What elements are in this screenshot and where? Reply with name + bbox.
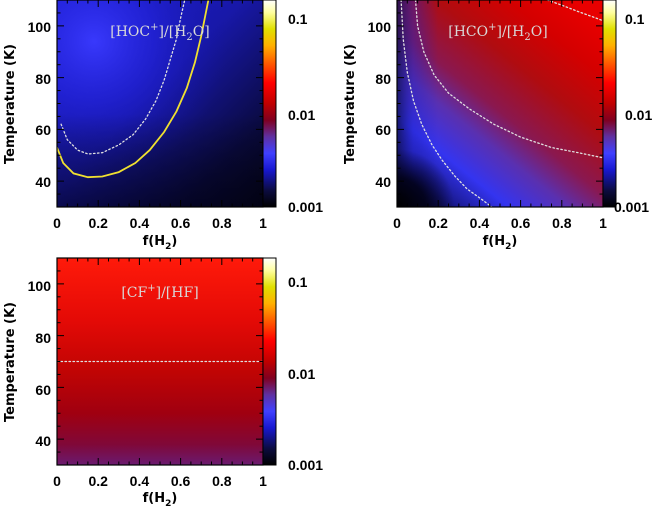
contour-layer <box>57 0 210 179</box>
x-axis-label: f(H2) <box>143 491 178 508</box>
panel-title: [CF+]/[HF] <box>121 283 198 301</box>
y-tick-label: 60 <box>35 382 51 398</box>
contour-line-3 <box>546 0 603 22</box>
y-tick-label: 60 <box>375 122 391 138</box>
x-tick-label: 0.8 <box>212 215 232 231</box>
colorbar: 0.1 0.01 0.001 <box>262 0 323 215</box>
colorbar: 0.1 0.01 0.001 <box>602 0 652 215</box>
x-tick-label: 0.8 <box>212 473 232 489</box>
colorbar-tick-label: 0.1 <box>288 11 308 27</box>
x-tick-label: 0 <box>53 215 61 231</box>
contour-line-2 <box>60 0 186 155</box>
y-tick-label: 100 <box>368 19 392 35</box>
x-tick-label: 0.2 <box>88 473 108 489</box>
heatmap-field <box>57 0 263 207</box>
x-tick-label: 0.6 <box>171 215 191 231</box>
colorbar-tick-label: 0.01 <box>288 366 315 382</box>
panel-title: [HOC+]/[H2O] <box>110 22 209 43</box>
x-tick-label: 0.2 <box>428 215 448 231</box>
y-axis-label: Temperature (K) <box>3 44 18 164</box>
tick-marks <box>56 0 264 208</box>
y-tick-label: 80 <box>35 330 51 346</box>
panel-hoc-h2o: [HOC+]/[H2O] 0 0.2 0.4 0.6 0.8 1 40 60 8… <box>3 0 323 252</box>
y-tick-label: 100 <box>28 278 52 294</box>
contour-line-1 <box>400 0 493 207</box>
y-tick-label: 40 <box>35 174 51 190</box>
contour-line-1 <box>57 0 210 179</box>
panel-cf-hf: [CF+]/[HF] 0 0.2 0.4 0.6 0.8 1 40 60 80 … <box>3 257 323 508</box>
colorbar-tick-label: 0.01 <box>625 107 652 123</box>
y-axis-label: Temperature (K) <box>343 44 358 164</box>
panel-title: [HCO+]/[H2O] <box>448 22 547 43</box>
x-tick-label: 1 <box>259 473 267 489</box>
x-axis-label: f(H2) <box>143 234 178 252</box>
x-tick-label: 1 <box>599 215 607 231</box>
colorbar-tick-label: 0.1 <box>625 11 645 27</box>
contour-line-2 <box>414 0 603 159</box>
colorbar-tick-label: 0.1 <box>288 274 308 290</box>
x-tick-label: 0.6 <box>171 473 191 489</box>
y-tick-label: 80 <box>35 71 51 87</box>
colorbar-tick-label: 0.01 <box>288 107 315 123</box>
colorbar-tick-label: 0.001 <box>288 457 323 473</box>
x-tick-label: 1 <box>259 215 267 231</box>
tick-marks <box>56 257 264 466</box>
y-tick-label: 40 <box>375 174 391 190</box>
y-tick-label: 80 <box>375 71 391 87</box>
x-tick-label: 0.6 <box>511 215 531 231</box>
x-tick-label: 0.4 <box>130 215 150 231</box>
contour-layer <box>400 0 603 207</box>
y-tick-label: 100 <box>28 19 52 35</box>
colorbar: 0.1 0.01 0.001 <box>262 257 323 473</box>
heatmap-field <box>397 0 603 207</box>
x-tick-label: 0 <box>393 215 401 231</box>
x-tick-label: 0.8 <box>552 215 572 231</box>
colorbar-tick-label: 0.001 <box>614 199 649 215</box>
y-axis-label: Temperature (K) <box>3 302 18 422</box>
y-tick-label: 60 <box>35 122 51 138</box>
x-tick-label: 0 <box>53 473 61 489</box>
x-tick-label: 0.4 <box>470 215 490 231</box>
x-axis-label: f(H2) <box>483 234 518 252</box>
x-tick-label: 0.2 <box>88 215 108 231</box>
panel-hco-h2o: [HCO+]/[H2O] 0 0.2 0.4 0.6 0.8 1 40 60 8… <box>343 0 652 252</box>
y-tick-label: 40 <box>35 433 51 449</box>
colorbar-tick-label: 0.001 <box>288 199 323 215</box>
x-tick-label: 0.4 <box>130 473 150 489</box>
